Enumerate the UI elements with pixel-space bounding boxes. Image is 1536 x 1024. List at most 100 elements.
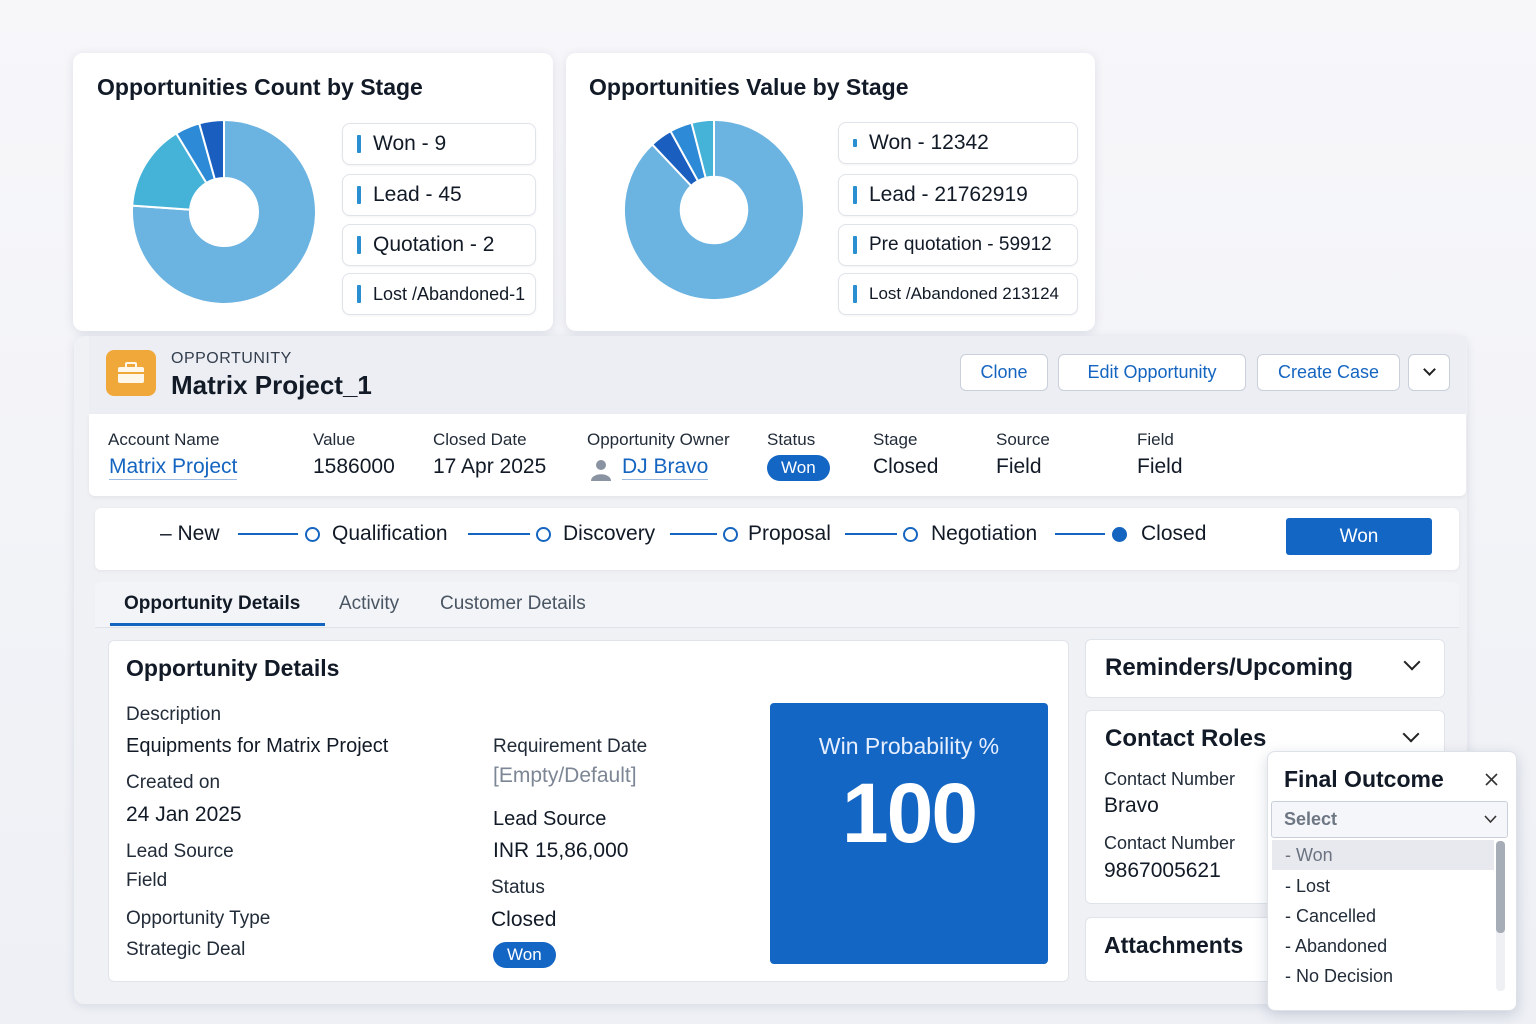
details-status-badge: Won — [493, 942, 556, 968]
owner-label: Opportunity Owner — [587, 430, 730, 449]
legend-label: Won - 9 — [373, 132, 447, 155]
option-lost[interactable]: - Lost — [1285, 876, 1331, 896]
value-value: 1586000 — [313, 455, 395, 478]
value-label: Value — [313, 430, 356, 449]
donut-slice-lead[interactable] — [623, 118, 806, 302]
option-cancelled[interactable]: - Cancelled — [1285, 906, 1377, 926]
attachments-panel[interactable] — [1085, 917, 1275, 982]
chevron-down-icon[interactable] — [1484, 815, 1497, 824]
owner-link[interactable]: DJ Bravo — [622, 455, 709, 480]
legend-label: Won - 12342 — [869, 131, 989, 154]
clone-button[interactable]: Clone — [960, 354, 1048, 391]
briefcase-icon — [106, 350, 156, 396]
legend-label: Pre quotation - 59912 — [869, 234, 1052, 255]
tab-activity[interactable]: Activity — [339, 593, 400, 614]
path-connector — [1055, 533, 1105, 535]
value-legend-lead[interactable]: Lead - 21762919 — [838, 174, 1078, 216]
path-step-discovery[interactable]: Discovery — [563, 522, 656, 545]
status-badge: Won — [767, 455, 830, 481]
stage-label: Stage — [873, 430, 918, 449]
win-probability-value: 100 — [841, 766, 978, 860]
description-label: Description — [126, 704, 222, 725]
closed-date-value: 17 Apr 2025 — [433, 455, 547, 478]
path-step-negotiation[interactable]: Negotiation — [931, 522, 1038, 545]
value-donut-chart — [623, 118, 806, 302]
contact-number-2-label: Contact Number — [1104, 833, 1236, 853]
scrollbar-thumb[interactable] — [1496, 841, 1505, 933]
value-legend-won[interactable]: Won - 12342 — [838, 122, 1078, 164]
create-case-button[interactable]: Create Case — [1257, 354, 1400, 391]
closed-date-label: Closed Date — [433, 430, 527, 449]
legend-marker — [357, 186, 361, 204]
account-name-link[interactable]: Matrix Project — [109, 455, 238, 480]
count-donut-chart — [131, 118, 317, 305]
donut-slice-lost-abandoned[interactable] — [198, 118, 225, 181]
option-abandoned[interactable]: - Abandoned — [1285, 936, 1388, 956]
path-dot-qualification — [305, 527, 320, 542]
details-status-label: Status — [491, 877, 545, 898]
contact-number-value: Bravo — [1104, 794, 1159, 817]
legend-label: Lead - 21762919 — [869, 183, 1028, 206]
path-dot-negotiation — [903, 527, 918, 542]
tab-customer-details[interactable]: Customer Details — [440, 593, 586, 614]
final-outcome-title: Final Outcome — [1284, 766, 1444, 792]
contact-roles-title: Contact Roles — [1105, 725, 1267, 752]
legend-marker — [357, 135, 361, 153]
field-label: Field — [1137, 430, 1174, 449]
count-legend-lost[interactable]: Lost /Abandoned-1 — [342, 273, 536, 315]
path-connector — [845, 533, 897, 535]
status-label: Status — [767, 430, 816, 449]
path-step-proposal[interactable]: Proposal — [748, 522, 831, 545]
requirement-date-label: Requirement Date — [493, 736, 648, 757]
path-dot-proposal — [723, 527, 738, 542]
active-tab-indicator — [110, 623, 325, 626]
path-connector — [670, 533, 717, 535]
edit-opportunity-button[interactable]: Edit Opportunity — [1058, 354, 1246, 391]
path-dot-discovery — [536, 527, 551, 542]
details-status-value: Closed — [491, 908, 557, 931]
record-type-label: OPPORTUNITY — [171, 350, 292, 367]
won-button[interactable]: Won — [1286, 518, 1432, 555]
final-outcome-select[interactable] — [1271, 801, 1508, 838]
win-probability-tile: Win Probability % 100 — [770, 703, 1048, 964]
path-step-qualification[interactable]: Qualification — [332, 522, 448, 545]
option-won[interactable]: - Won — [1285, 845, 1333, 865]
user-avatar-icon — [591, 460, 611, 481]
lead-source-2-value: INR 15,86,000 — [493, 839, 629, 862]
created-on-label: Created on — [126, 772, 221, 793]
more-actions-button[interactable] — [1408, 354, 1450, 391]
donut-slice-lead[interactable] — [131, 118, 317, 305]
contact-number-2-value: 9867005621 — [1104, 859, 1221, 882]
tab-opportunity-details[interactable]: Opportunity Details — [124, 593, 301, 614]
count-chart-title: Opportunities Count by Stage — [97, 74, 423, 100]
donut-slice-won[interactable] — [690, 118, 715, 179]
account-name-label: Account Name — [108, 430, 220, 449]
count-legend-quotation[interactable]: Quotation - 2 — [342, 224, 536, 266]
contact-number-label: Contact Number — [1104, 769, 1236, 789]
legend-marker — [853, 139, 857, 147]
value-chart-title: Opportunities Value by Stage — [589, 74, 909, 100]
value-legend-prequotation[interactable]: Pre quotation - 59912 — [838, 224, 1078, 266]
close-icon[interactable] — [1485, 773, 1498, 786]
count-legend-won[interactable]: Won - 9 — [342, 123, 536, 165]
option-highlight — [1272, 840, 1494, 870]
legend-label: Lost /Abandoned-1 — [373, 283, 526, 304]
record-title: Matrix Project_1 — [171, 370, 372, 400]
select-placeholder: Select — [1284, 809, 1338, 829]
final-outcome-popover — [1267, 751, 1517, 1011]
source-value: Field — [996, 455, 1042, 478]
win-probability-label: Win Probability % — [818, 733, 1000, 759]
path-step-closed[interactable]: Closed — [1141, 522, 1207, 545]
created-on-value: 24 Jan 2025 — [126, 803, 242, 826]
legend-marker — [357, 236, 361, 254]
field-value: Field — [1137, 455, 1183, 478]
path-connector — [468, 533, 530, 535]
path-step-new[interactable]: – New — [160, 522, 220, 545]
count-legend-lead[interactable]: Lead - 45 — [342, 174, 536, 216]
legend-label: Quotation - 2 — [373, 233, 495, 256]
value-legend-lost[interactable]: Lost /Abandoned 213124 — [838, 273, 1078, 315]
option-no-decision[interactable]: - No Decision — [1285, 966, 1394, 986]
reminders-panel[interactable] — [1085, 639, 1445, 698]
legend-marker — [853, 285, 857, 303]
attachments-title: Attachments — [1104, 932, 1244, 958]
